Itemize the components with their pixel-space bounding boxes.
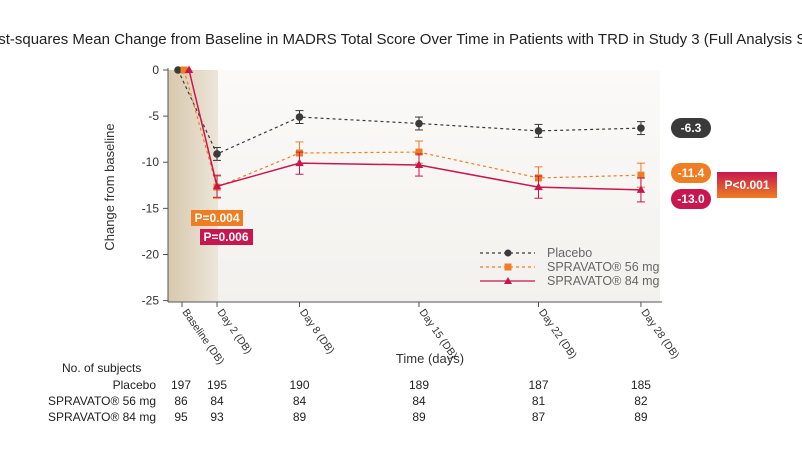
data-point: [415, 119, 423, 128]
baseline-shaded-region: [168, 70, 218, 302]
p-value-day28: P<0.001: [724, 178, 769, 192]
end-label-placebo: -6.3: [671, 118, 711, 138]
x-tick-label: Day 28 (DB): [638, 307, 681, 361]
subjects-count: 84: [412, 394, 426, 408]
data-point: [213, 150, 221, 158]
x-axis-label: Time (days): [396, 351, 464, 366]
chart-title: Least-squares Mean Change from Baseline …: [0, 31, 802, 48]
end-value-56mg: -11.4: [678, 166, 705, 180]
subjects-table: Placebo 197 195 190 189 187 185 SPRAVATO® 56 mg…: [48, 378, 651, 424]
data-point: [212, 181, 222, 190]
p-badge-84mg-day2: P=0.006: [200, 229, 253, 245]
legend-label-placebo: Placebo: [547, 246, 592, 260]
legend-item-placebo: Placebo: [480, 246, 592, 260]
end-value-placebo: -6.3: [681, 121, 702, 135]
data-point: [414, 160, 424, 169]
data-series: [174, 65, 646, 203]
subjects-header: No. of subjects: [62, 361, 141, 375]
data-point: [636, 185, 646, 193]
y-tick-label: -15: [142, 201, 160, 215]
y-tick-label: -25: [142, 294, 160, 308]
legend-label-56mg: SPRAVATO® 56 mg: [547, 260, 660, 274]
series-line: [183, 69, 641, 188]
p-badge-56mg-day2: P=0.004: [191, 210, 243, 226]
subjects-count: 187: [528, 378, 548, 392]
subjects-count: 195: [207, 378, 227, 392]
subjects-row-label: SPRAVATO® 56 mg: [48, 394, 156, 408]
subjects-count: 81: [532, 394, 546, 408]
subjects-count: 84: [210, 394, 224, 408]
subjects-count: 86: [174, 394, 188, 408]
p-badge-day28: P<0.001: [717, 172, 777, 198]
subjects-row-label: SPRAVATO® 84 mg: [48, 410, 156, 424]
series-line: [188, 69, 641, 191]
end-value-84mg: -13.0: [677, 192, 705, 206]
data-point: [534, 182, 543, 191]
data-point: [184, 65, 194, 73]
data-point: [534, 127, 543, 135]
data-point: [180, 66, 188, 74]
data-point: [415, 148, 423, 156]
legend-label-84mg: SPRAVATO® 84 mg: [547, 274, 660, 288]
legend: Placebo SPRAVATO® 56 mg SPRAVATO® 84 mg: [480, 246, 660, 288]
legend-item-84mg: SPRAVATO® 84 mg: [480, 274, 660, 288]
y-axis-ticks: 0 -5 -10 -15 -20 -25: [142, 63, 168, 308]
plot-background: [168, 70, 660, 302]
data-point: [174, 66, 182, 74]
subjects-count: 189: [409, 378, 429, 392]
data-point: [637, 171, 645, 179]
subjects-count: 190: [289, 378, 309, 392]
subjects-count: 84: [293, 394, 307, 408]
subjects-count: 89: [412, 410, 426, 424]
subjects-count: 93: [210, 410, 224, 424]
end-label-84mg: -13.0: [671, 189, 711, 209]
subjects-count: 95: [174, 410, 188, 424]
end-label-56mg: -11.4: [671, 163, 711, 183]
y-tick-label: 0: [152, 63, 159, 77]
subjects-count: 197: [171, 378, 191, 392]
subjects-count: 87: [532, 410, 546, 424]
legend-item-56mg: SPRAVATO® 56 mg: [480, 260, 660, 274]
subjects-count: 89: [293, 410, 307, 424]
data-point: [295, 158, 304, 167]
subjects-row-label: Placebo: [113, 378, 157, 392]
y-tick-label: -10: [142, 155, 160, 169]
series-line: [177, 69, 641, 155]
subjects-count: 89: [634, 410, 648, 424]
x-tick-label: Day 8 (DB): [297, 307, 337, 356]
data-point: [295, 113, 304, 121]
y-tick-label: -5: [148, 109, 159, 123]
x-tick-label: Day 2 (DB): [215, 307, 255, 356]
x-tick-label: Day 22 (DB): [536, 307, 579, 361]
y-axis-label: Change from baseline: [102, 123, 117, 250]
subjects-count: 185: [631, 378, 651, 392]
data-point: [637, 124, 645, 132]
p-value-84mg-day2: P=0.006: [203, 230, 248, 244]
p-value-56mg-day2: P=0.004: [194, 211, 239, 225]
y-tick-label: -20: [142, 247, 160, 261]
subjects-count: 82: [634, 394, 648, 408]
